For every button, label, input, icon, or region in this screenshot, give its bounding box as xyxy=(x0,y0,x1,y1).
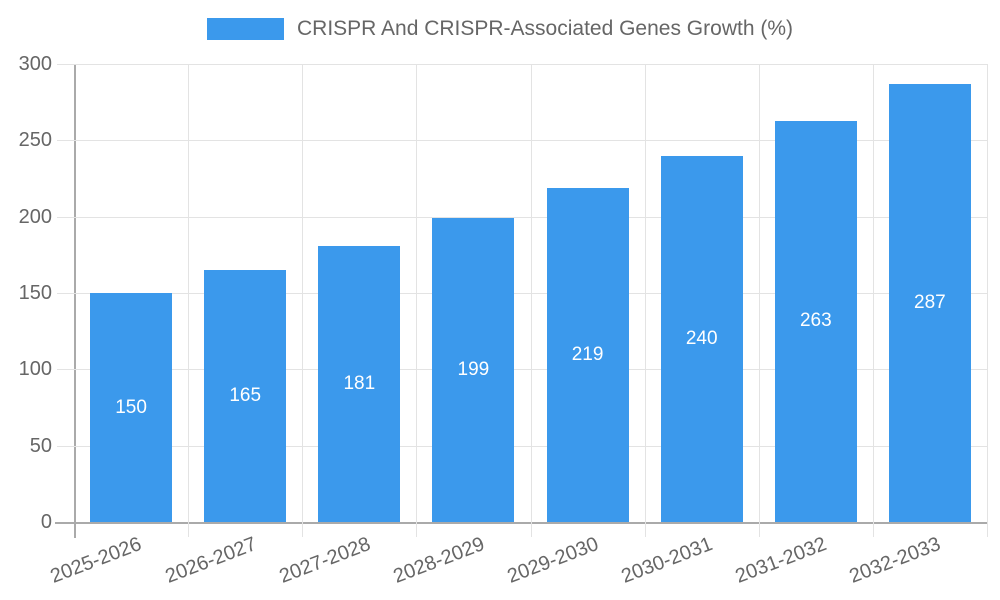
bar[interactable] xyxy=(546,187,629,522)
gridline-vertical xyxy=(987,64,988,537)
x-tick-label: 2026-2027 xyxy=(161,533,260,588)
bar-value-label: 240 xyxy=(685,327,718,349)
bar[interactable] xyxy=(660,155,743,522)
bar-value-label: 181 xyxy=(343,372,376,394)
bar[interactable] xyxy=(318,245,401,522)
bar[interactable] xyxy=(90,293,173,522)
bar[interactable] xyxy=(888,83,971,522)
bar-value-label: 219 xyxy=(571,343,604,365)
bar[interactable] xyxy=(204,270,287,522)
y-tick-label: 150 xyxy=(18,282,52,304)
x-tick-label: 2028-2029 xyxy=(390,533,488,588)
legend-swatch xyxy=(206,18,284,40)
y-tick-label: 0 xyxy=(40,511,52,533)
gridline-horizontal xyxy=(57,140,987,142)
bar-value-label: 287 xyxy=(914,291,946,313)
gridline-vertical xyxy=(302,64,304,537)
y-tick-label: 250 xyxy=(18,129,52,152)
y-tick-label: 200 xyxy=(18,205,52,228)
gridline-vertical xyxy=(530,64,532,537)
bar-value-label: 199 xyxy=(457,359,490,381)
bar-value-label: 150 xyxy=(115,396,147,418)
legend-label: CRISPR And CRISPR-Associated Genes Growt… xyxy=(296,17,793,40)
gridline-horizontal xyxy=(57,64,987,65)
gridline-horizontal xyxy=(57,293,987,294)
y-tick-label: 50 xyxy=(29,434,52,457)
legend[interactable]: CRISPR And CRISPR-Associated Genes Growt… xyxy=(0,17,1000,41)
x-tick-label: 2027-2028 xyxy=(276,533,374,588)
x-axis-line xyxy=(55,522,987,524)
gridline-vertical xyxy=(758,64,760,537)
x-tick-label: 2029-2030 xyxy=(504,533,602,588)
gridline-vertical xyxy=(644,64,646,537)
y-tick-label: 300 xyxy=(18,53,52,75)
y-tick-label: 100 xyxy=(18,358,52,381)
gridline-vertical xyxy=(188,64,190,537)
bar-value-label: 263 xyxy=(799,310,832,332)
x-tick-label: 2031-2032 xyxy=(732,533,830,588)
gridline-horizontal xyxy=(57,445,987,447)
x-tick-label: 2030-2031 xyxy=(618,533,716,588)
x-tick-label: 2025-2026 xyxy=(47,533,145,588)
gridline-vertical xyxy=(416,64,418,537)
bar-value-label: 165 xyxy=(229,385,262,406)
gridline-horizontal xyxy=(57,369,987,371)
gridline-horizontal xyxy=(57,216,987,218)
bar[interactable] xyxy=(774,120,857,522)
x-tick-label: 2032-2033 xyxy=(846,533,944,588)
gridline-vertical xyxy=(872,64,874,537)
y-axis-line xyxy=(74,64,76,538)
bar[interactable] xyxy=(432,218,515,522)
